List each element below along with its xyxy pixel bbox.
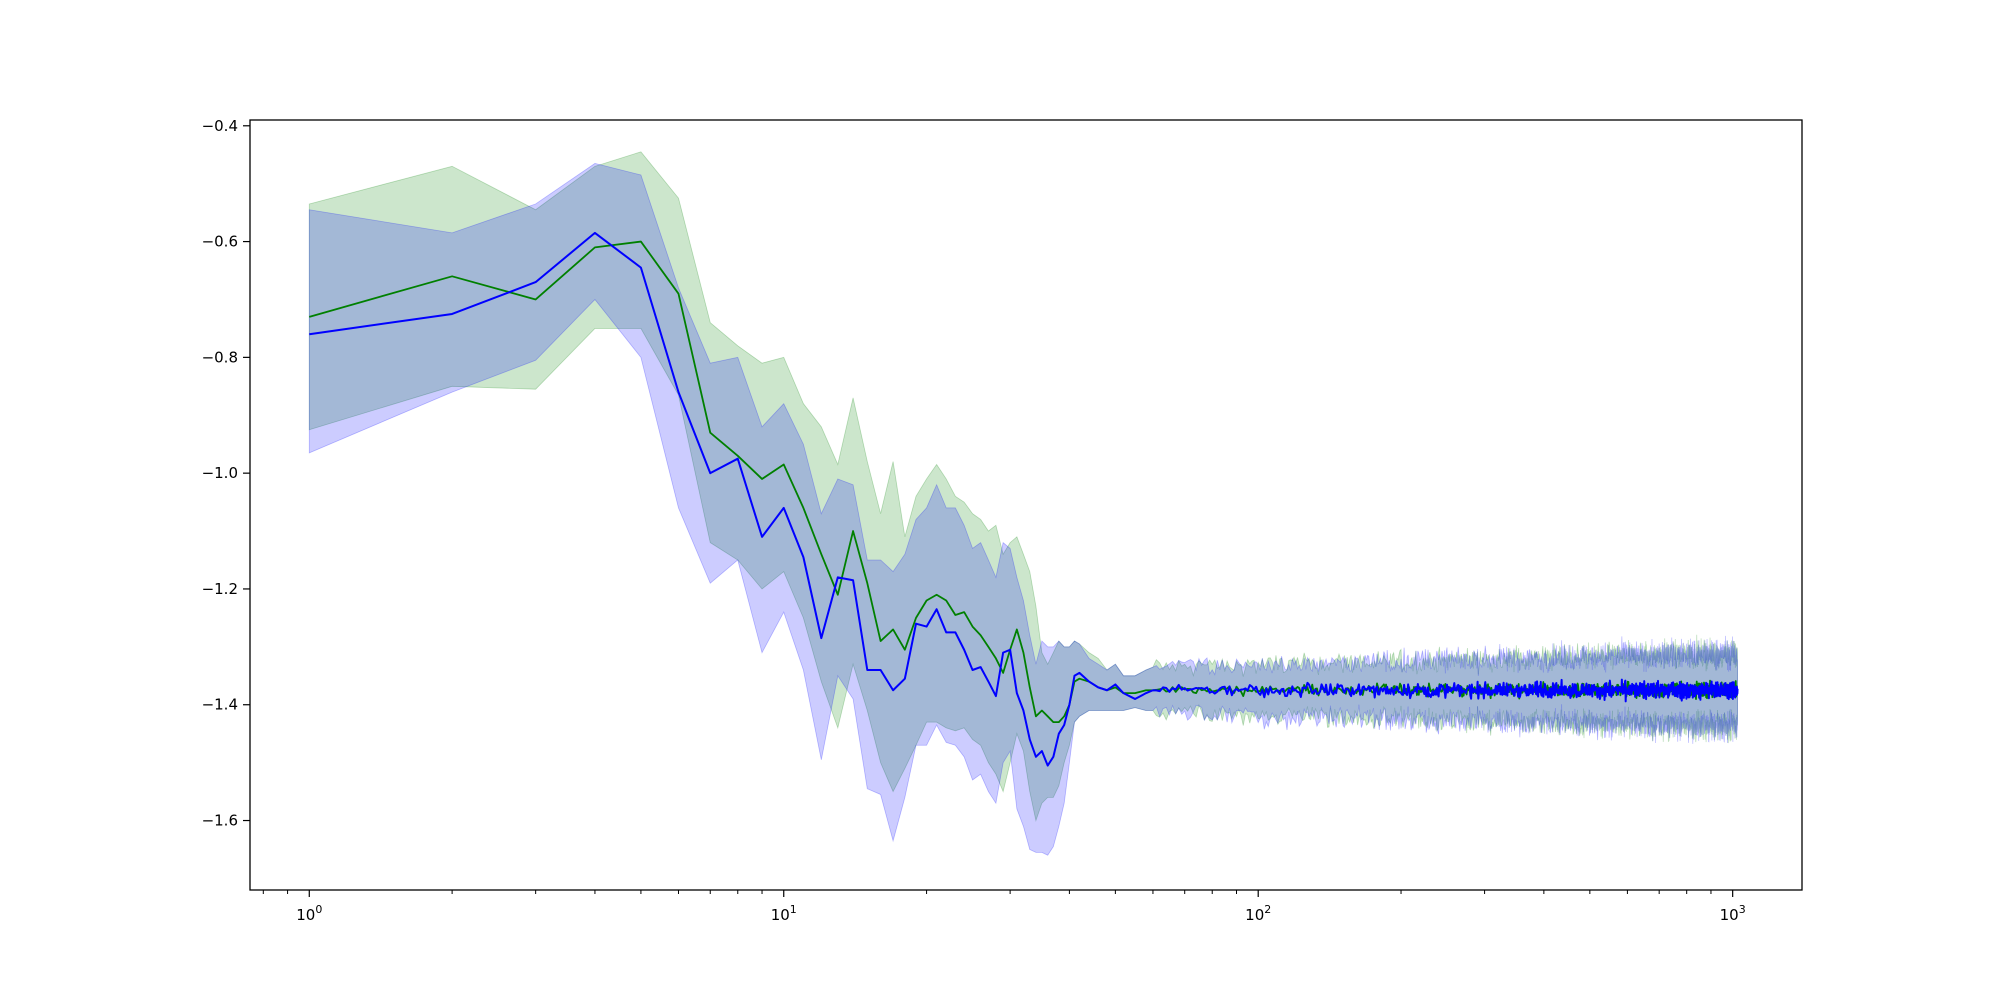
y-tick-label: −0.6: [202, 233, 238, 251]
series-lines: [309, 231, 1739, 767]
x-tick-label: 100: [296, 903, 322, 924]
y-tick-label: −0.8: [202, 348, 238, 366]
y-tick-label: −1.6: [202, 812, 238, 830]
y-tick-label: −0.4: [202, 117, 238, 135]
confidence-band-2: [308, 162, 1738, 856]
x-axis: 100 101 102 103: [262, 890, 1746, 924]
series-line-2: [309, 231, 1739, 767]
y-tick-label: −1.2: [202, 580, 238, 598]
confidence-bands: [308, 151, 1738, 856]
y-tick-label: −1.4: [202, 696, 238, 714]
plot-frame: [249, 119, 1803, 891]
x-tick-label: 102: [1245, 903, 1271, 924]
y-axis: −0.4 −0.6 −0.8 −1.0 −1.2 −1.4 −1.6: [202, 117, 250, 830]
x-tick-label: 103: [1720, 903, 1746, 924]
y-tick-label: −1.0: [202, 464, 238, 482]
x-tick-label: 101: [771, 903, 797, 924]
confidence-band-1: [308, 151, 1738, 823]
